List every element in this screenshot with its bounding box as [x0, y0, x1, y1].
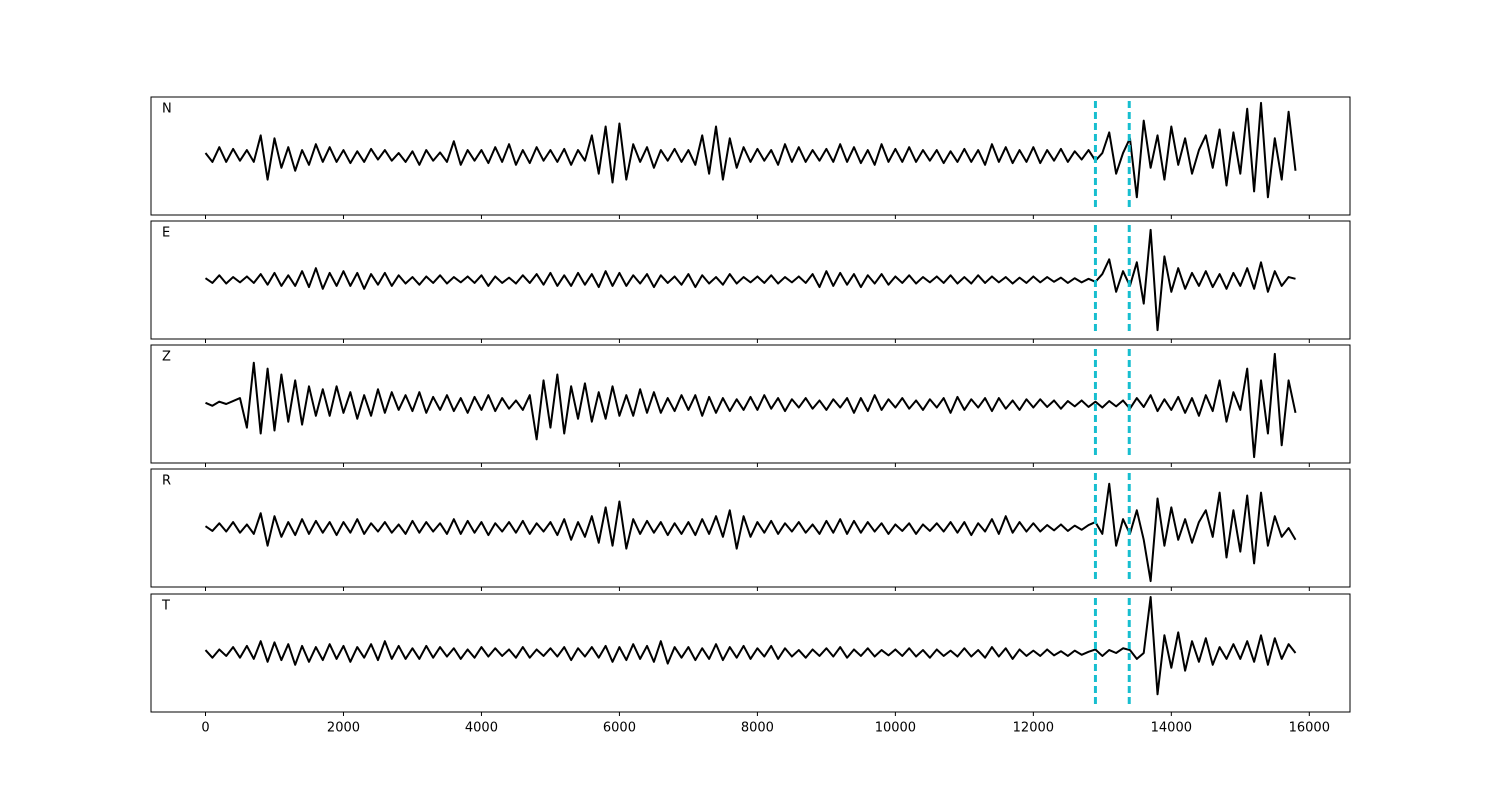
panel-frame: [150, 468, 1351, 588]
x-tick-label: 10000: [875, 721, 916, 736]
trace: [205, 352, 1297, 459]
trace: [204, 595, 1297, 696]
trace: [204, 101, 1297, 199]
panel-label: N: [162, 102, 172, 117]
x-tick-label: 14000: [1151, 721, 1192, 736]
panel-label: E: [162, 226, 170, 241]
x-tick-label: 4000: [465, 721, 498, 736]
trace: [204, 482, 1297, 583]
x-tick-label: 8000: [741, 721, 774, 736]
panel-label: T: [161, 599, 170, 614]
x-tick-label: 6000: [603, 721, 636, 736]
panel-frame: [150, 220, 1351, 340]
x-tick-label: 12000: [1013, 721, 1054, 736]
x-tick-label: 0: [201, 721, 209, 736]
panel-frame: [150, 344, 1351, 464]
trace: [204, 228, 1296, 332]
panel-frame: [150, 96, 1351, 216]
x-tick-label: 16000: [1289, 721, 1330, 736]
panel-frame: [150, 593, 1351, 713]
x-tick-label: 2000: [327, 721, 360, 736]
panel-label: R: [162, 474, 171, 489]
panel-label: Z: [162, 350, 171, 365]
